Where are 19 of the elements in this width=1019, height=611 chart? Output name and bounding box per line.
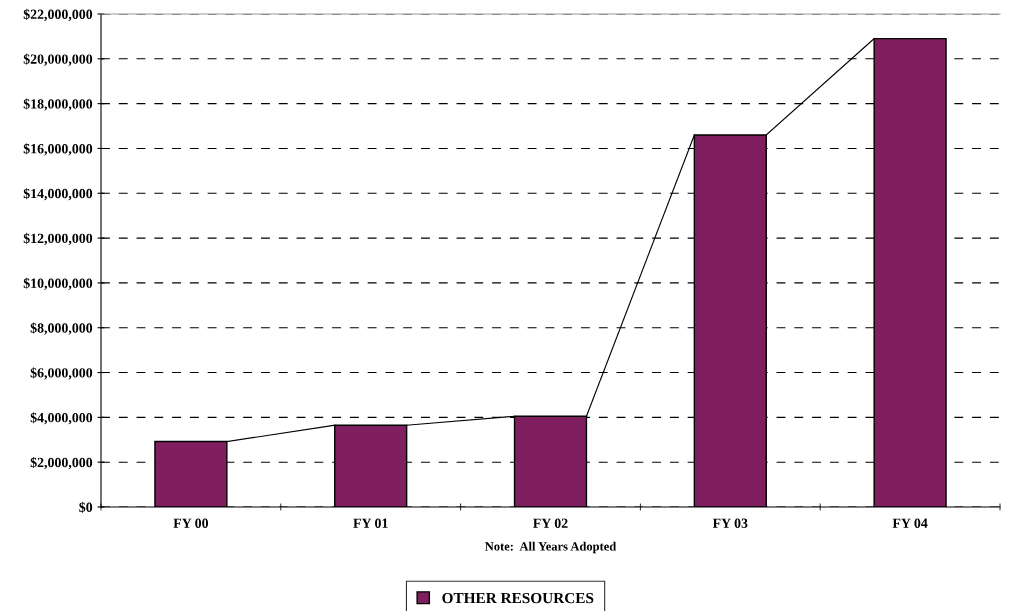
x-tick-label: FY 02: [533, 518, 568, 528]
y-tick-label: $16,000,000: [23, 143, 93, 156]
y-tick-label: $10,000,000: [23, 277, 93, 290]
y-tick-label: $8,000,000: [30, 322, 93, 335]
y-tick-label: $4,000,000: [30, 412, 93, 425]
x-tick-label: FY 04: [892, 518, 928, 528]
x-tick-label: FY 01: [353, 518, 388, 528]
y-tick-label: $22,000,000: [23, 8, 93, 21]
x-axis-title: Note: All Years Adopted: [485, 541, 617, 554]
y-tick-label: $0: [79, 501, 93, 513]
y-tick-label: $6,000,000: [30, 367, 93, 380]
y-tick-label: $18,000,000: [23, 98, 93, 111]
x-tick-label: FY 00: [173, 518, 209, 528]
legend-label: OTHER RESOURCES: [442, 592, 594, 604]
y-tick-label: $14,000,000: [23, 188, 93, 201]
y-tick-label: $12,000,000: [23, 232, 93, 246]
x-tick-label: FY 03: [712, 518, 748, 528]
y-tick-label: $20,000,000: [23, 53, 93, 66]
y-tick-label: $2,000,000: [30, 456, 93, 470]
